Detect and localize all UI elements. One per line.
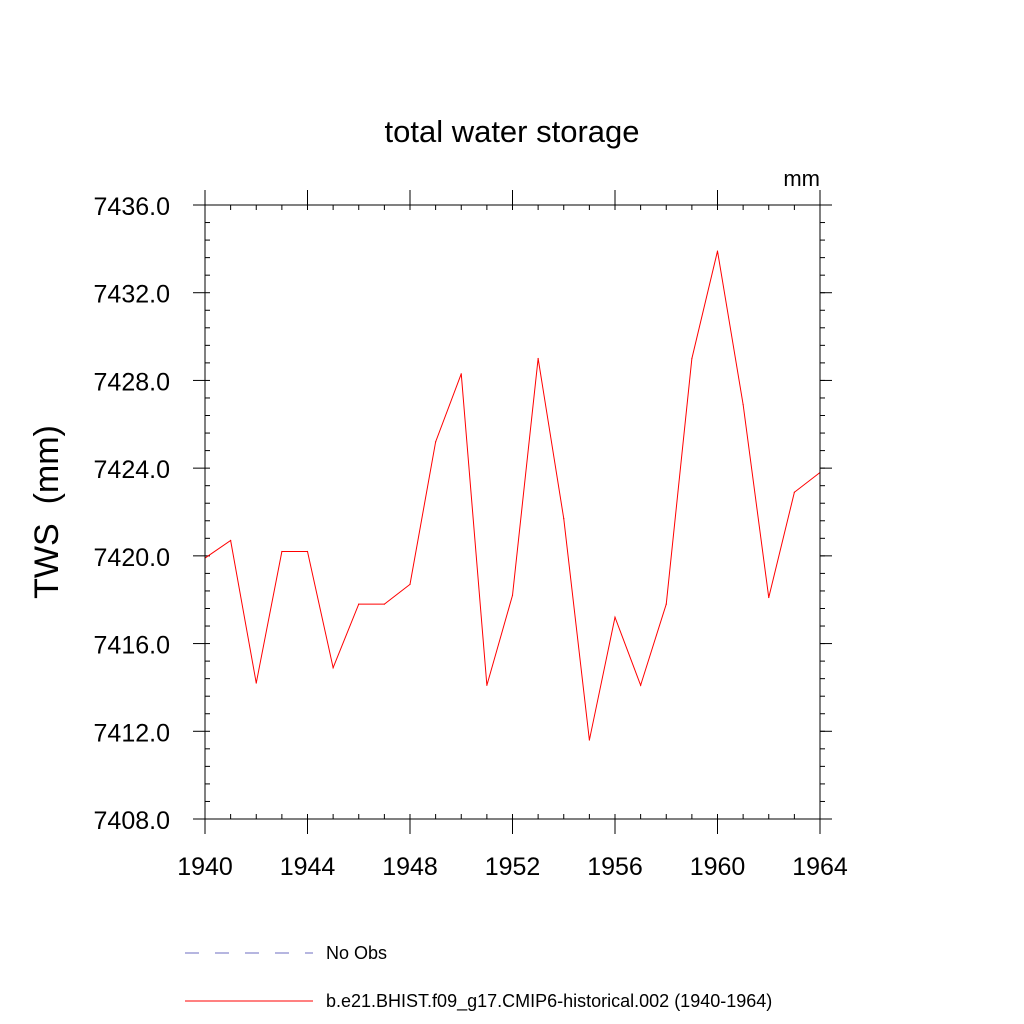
data-point <box>742 403 744 406</box>
plot-frame <box>204 204 821 820</box>
data-point <box>486 684 488 686</box>
data-point <box>383 603 385 605</box>
y-tick-label: 7436.0 <box>94 193 170 221</box>
y-tick-label: 7408.0 <box>94 807 170 835</box>
y-tick-label: 7412.0 <box>94 719 170 747</box>
y-tick-label: 7416.0 <box>94 632 170 660</box>
chart-title: total water storage <box>384 114 639 149</box>
data-point <box>640 684 642 686</box>
x-tick-label: 1952 <box>485 853 541 881</box>
data-point <box>793 491 795 493</box>
y-tick-label: 7420.0 <box>94 544 170 572</box>
data-point <box>716 250 719 252</box>
data-point <box>588 739 590 741</box>
x-tick-label: 1940 <box>177 853 233 881</box>
series-line-0 <box>204 250 821 741</box>
data-point <box>435 441 437 443</box>
x-tick-label: 1948 <box>382 853 438 881</box>
legend-label-historical: b.e21.BHIST.f09_g17.CMIP6-historical.002… <box>326 991 772 1012</box>
data-point <box>511 594 514 596</box>
y-axis-label: TWS (mm) <box>28 425 66 599</box>
data-point <box>614 616 616 618</box>
data-point <box>358 603 360 605</box>
x-tick-labels: 1940 1944 1948 1952 1956 1960 1964 <box>177 853 848 881</box>
minor-ticks <box>204 204 825 820</box>
data-point <box>332 667 334 669</box>
y-tick-label: 7432.0 <box>94 281 170 309</box>
data-point <box>255 682 257 684</box>
y-tick-labels: 7408.0 7412.0 7416.0 7420.0 7424.0 7428.0 7432… <box>94 193 170 835</box>
series-layer <box>204 250 821 741</box>
data-point <box>665 603 667 605</box>
data-point <box>460 373 462 375</box>
data-point <box>230 539 232 542</box>
legend: No Obs b.e21.BHIST.f09_g17.CMIP6-histori… <box>185 943 772 1012</box>
data-point <box>768 596 770 599</box>
data-point <box>281 550 283 553</box>
y-tick-label: 7424.0 <box>94 456 170 484</box>
data-point <box>537 357 539 360</box>
y-tick-label: 7428.0 <box>94 368 170 396</box>
major-ticks <box>193 190 832 834</box>
x-tick-label: 1960 <box>690 853 746 881</box>
x-tick-label: 1944 <box>280 853 336 881</box>
x-tick-label: 1956 <box>587 853 643 881</box>
x-tick-label: 1964 <box>792 853 848 881</box>
data-point <box>691 357 693 360</box>
data-point <box>563 517 565 520</box>
data-point <box>306 550 309 553</box>
units-label: mm <box>783 166 820 191</box>
data-point <box>409 583 411 585</box>
legend-label-no-obs: No Obs <box>326 943 387 963</box>
